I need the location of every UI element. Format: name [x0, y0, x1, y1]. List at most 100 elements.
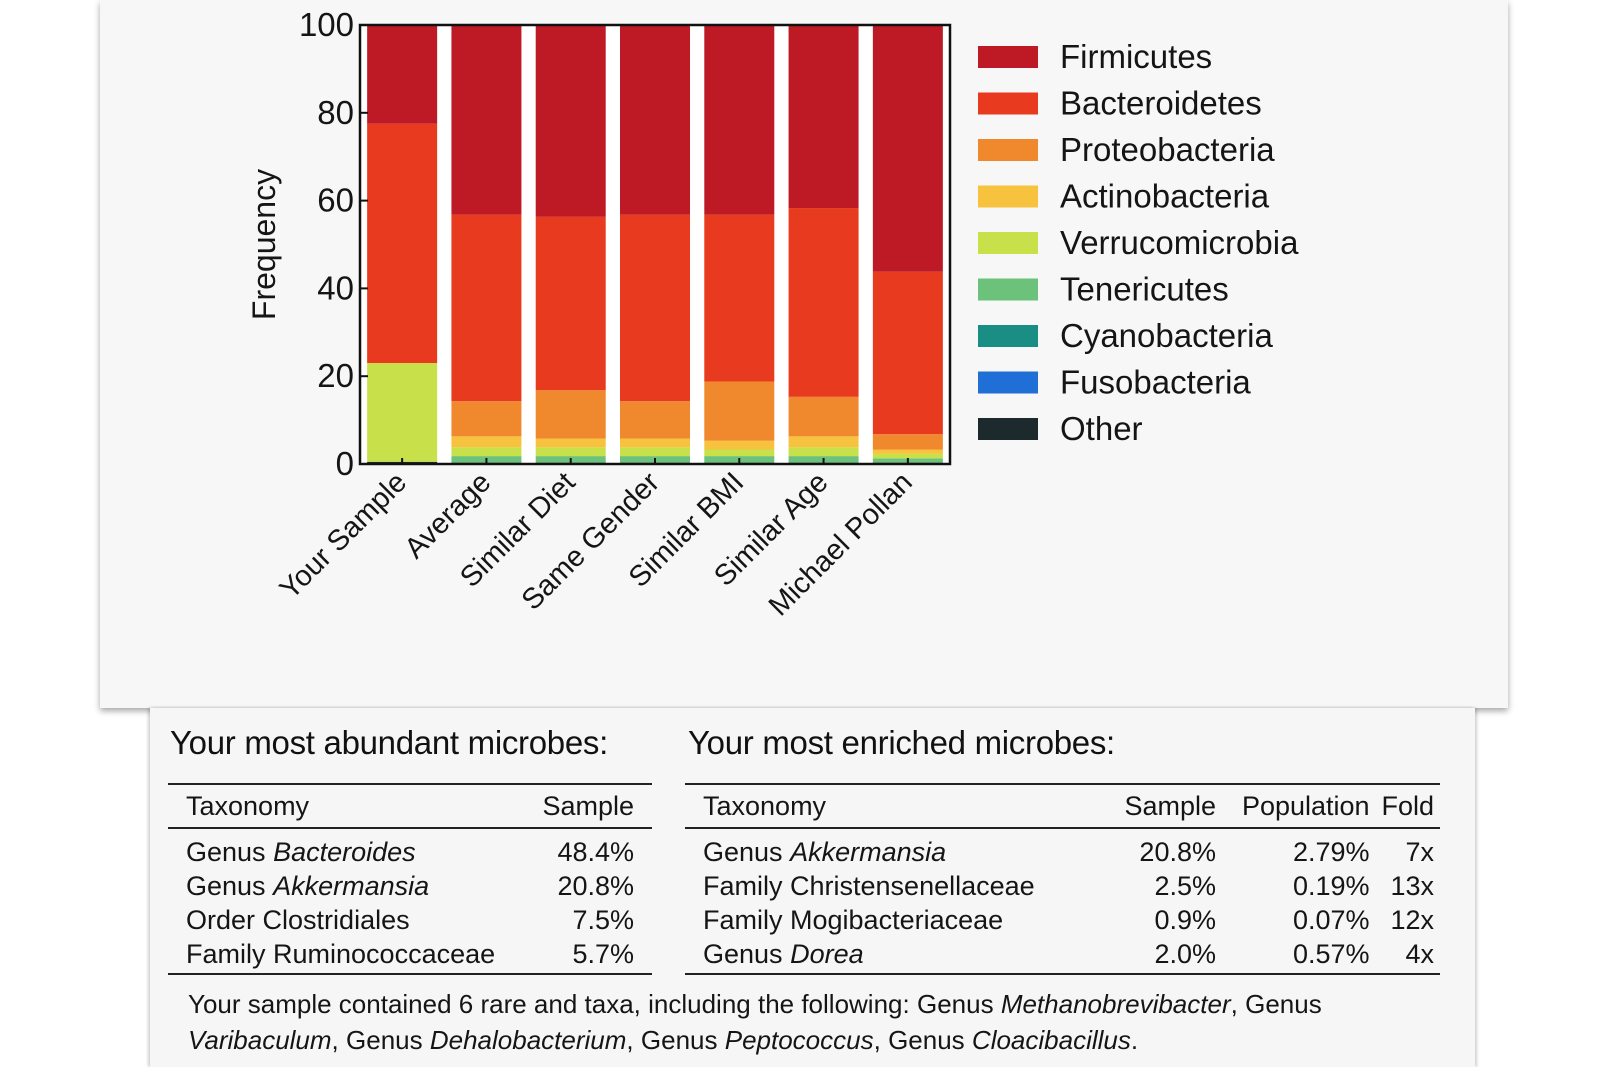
- legend-label: Actinobacteria: [1060, 178, 1270, 215]
- enriched-header-row: Taxonomy Sample Population Fold: [685, 783, 1440, 829]
- bar-segment: [704, 381, 775, 441]
- population-cell: 0.19%: [1292, 870, 1370, 901]
- taxon-rank: Genus: [1245, 989, 1322, 1019]
- taxonomy-cell: Genus Akkermansia: [685, 828, 1106, 869]
- taxon-rank: Genus: [703, 836, 783, 867]
- table-row: Family Mogibacteriaceae 0.9% 0.07% 12x: [685, 903, 1440, 937]
- table-row: Genus Bacteroides 48.4%: [168, 828, 652, 869]
- rare-taxon-name: Dehalobacterium: [429, 1025, 627, 1055]
- enriched-col-taxonomy: Taxonomy: [685, 783, 1106, 829]
- abundant-col-sample: Sample: [530, 783, 652, 829]
- bar-segment: [872, 25, 943, 272]
- legend-swatch: [978, 418, 1038, 440]
- bar-segment: [451, 401, 522, 437]
- fold-cell: 7x: [1405, 836, 1434, 867]
- table-row: Genus Akkermansia 20.8%: [168, 869, 652, 903]
- taxon-rank: Family: [703, 870, 783, 901]
- sample-cell: 5.7%: [530, 937, 652, 975]
- taxon-name: Christensenellaceae: [790, 870, 1035, 901]
- legend-swatch: [978, 92, 1038, 115]
- bar-segment: [788, 447, 859, 457]
- legend-swatch: [978, 232, 1038, 254]
- taxonomy-cell: Family Mogibacteriaceae: [685, 903, 1106, 937]
- legend-label: Other: [1060, 410, 1143, 447]
- rare-taxa-note: Your sample contained 6 rare and taxa, i…: [188, 989, 1322, 1055]
- bar-segment: [620, 214, 690, 402]
- bar-segment: [788, 436, 859, 448]
- table-row: Genus Dorea 2.0% 0.57% 4x: [685, 937, 1440, 975]
- bar-segment: [788, 25, 859, 209]
- y-tick-label: 100: [299, 6, 354, 43]
- bar-segment: [620, 25, 690, 215]
- bar-segment: [704, 25, 775, 215]
- sample-cell: 48.4%: [557, 836, 634, 867]
- legend-label: Bacteroidetes: [1060, 85, 1262, 122]
- bar-segment: [872, 271, 943, 435]
- bar-segment: [788, 396, 859, 437]
- enriched-col-fold: Fold: [1369, 783, 1440, 829]
- legend-swatch: [978, 278, 1038, 301]
- bar-segment: [367, 25, 438, 124]
- enriched-col-sample: Sample: [1105, 783, 1216, 829]
- table-row: Family Christensenellaceae 2.5% 0.19% 13x: [685, 869, 1440, 903]
- taxonomy-cell: Family Christensenellaceae: [685, 869, 1106, 903]
- taxon-rank: Genus: [640, 1025, 718, 1055]
- abundant-table: Taxonomy Sample Genus Bacteroides 48.4% Ge…: [168, 783, 652, 975]
- taxon-rank: Order: [186, 904, 256, 935]
- bar-segment: [535, 25, 606, 217]
- bar-segment: [704, 440, 775, 450]
- legend-swatch: [978, 139, 1038, 161]
- taxonomy-cell: Family Ruminococcaceae: [168, 937, 531, 975]
- legend-label: Firmicutes: [1060, 38, 1212, 75]
- legend-layer: Firmicutes Bacteroidetes Proteobacteria Act…: [978, 38, 1299, 447]
- sample-cell: 20.8%: [557, 870, 634, 901]
- bar-segment: [535, 438, 606, 448]
- rare-intro: Your sample contained 6 rare and taxa, i…: [188, 989, 910, 1019]
- taxon-name: Dorea: [790, 938, 864, 969]
- sample-cell: 2.5%: [1154, 870, 1216, 901]
- taxon-rank: Genus: [346, 1025, 423, 1055]
- y-tick-label: 0: [336, 445, 354, 482]
- bar-segment: [367, 123, 438, 364]
- sample-cell: 20.8%: [1139, 836, 1216, 867]
- bar-segment: [451, 436, 522, 448]
- sample-cell: 0.9%: [1154, 904, 1216, 935]
- bar-segment: [451, 25, 522, 215]
- bar-segment: [872, 453, 943, 459]
- bar-segment: [620, 438, 690, 448]
- legend-label: Verrucomicrobia: [1060, 224, 1299, 261]
- bar-segment: [620, 447, 690, 457]
- legend-label: Tenericutes: [1060, 271, 1229, 308]
- fold-cell: 4x: [1369, 937, 1440, 975]
- abundant-title: Your most abundant microbes:: [170, 724, 608, 761]
- y-tick-label: 40: [317, 269, 354, 306]
- taxonomy-cell: Genus Akkermansia: [168, 869, 531, 903]
- x-tick-label: Michael Pollan: [763, 466, 919, 622]
- legend-swatch: [978, 185, 1038, 208]
- taxon-rank: Genus: [186, 836, 266, 867]
- bar-segment: [704, 449, 775, 457]
- taxon-name: Ruminococcaceae: [273, 938, 496, 969]
- rare-taxon-name: Cloacibacillus: [971, 1025, 1131, 1055]
- rare-taxon-name: Methanobrevibacter: [1000, 989, 1231, 1019]
- rare-taxon-name: Varibaculum: [188, 1025, 332, 1055]
- bars-layer: [360, 25, 950, 464]
- table-row: Order Clostridiales 7.5%: [168, 903, 652, 937]
- y-tick-label: 60: [317, 182, 354, 219]
- bar-segment: [367, 363, 438, 462]
- abundant-header-row: Taxonomy Sample: [168, 783, 652, 829]
- population-cell: 2.79%: [1292, 836, 1370, 867]
- legend-swatch: [978, 325, 1038, 347]
- taxon-name: Mogibacteriaceae: [790, 904, 1004, 935]
- taxon-name: Akkermansia: [273, 870, 430, 901]
- population-cell: 0.07%: [1292, 904, 1370, 935]
- taxonomy-cell: Genus Bacteroides: [168, 828, 531, 869]
- taxonomy-cell: Genus Dorea: [685, 937, 1106, 975]
- taxon-rank: Genus: [916, 989, 994, 1019]
- taxon-rank: Family: [703, 904, 783, 935]
- enriched-title: Your most enriched microbes:: [688, 724, 1115, 761]
- enriched-col-population: Population: [1215, 783, 1370, 829]
- population-cell: 0.57%: [1215, 937, 1370, 975]
- legend-swatch: [978, 46, 1038, 68]
